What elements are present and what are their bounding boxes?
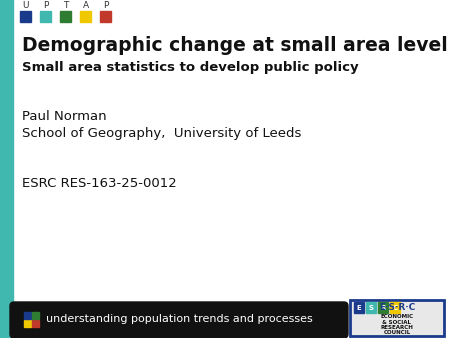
Bar: [354, 302, 364, 313]
Bar: [350, 300, 444, 336]
Text: Small area statistics to develop public policy: Small area statistics to develop public …: [22, 61, 359, 74]
Text: ECONOMIC: ECONOMIC: [380, 314, 414, 319]
Text: Paul Norman: Paul Norman: [22, 110, 107, 123]
Bar: [40, 11, 51, 22]
Bar: [24, 320, 31, 327]
FancyBboxPatch shape: [10, 302, 348, 338]
Bar: [20, 11, 31, 22]
Text: R: R: [380, 305, 386, 311]
Text: Demographic change at small area level: Demographic change at small area level: [22, 36, 448, 55]
Bar: [32, 312, 39, 319]
Bar: [390, 302, 400, 313]
Text: U: U: [22, 1, 29, 10]
Bar: [0, 0, 13, 338]
Bar: [60, 11, 71, 22]
Bar: [366, 302, 376, 313]
Text: P: P: [43, 1, 48, 10]
Bar: [24, 312, 31, 319]
Text: S: S: [369, 305, 373, 311]
Text: ESRC RES-163-25-0012: ESRC RES-163-25-0012: [22, 177, 177, 190]
Bar: [32, 320, 39, 327]
Text: & SOCIAL: & SOCIAL: [382, 319, 411, 324]
Text: understanding population trends and processes: understanding population trends and proc…: [46, 314, 313, 324]
Text: C: C: [392, 305, 397, 311]
Bar: [378, 302, 388, 313]
Text: E: E: [356, 305, 361, 311]
Text: School of Geography,  University of Leeds: School of Geography, University of Leeds: [22, 127, 302, 140]
Text: COUNCIL: COUNCIL: [383, 331, 410, 336]
Text: E·S·R·C: E·S·R·C: [379, 303, 415, 312]
Bar: [80, 11, 91, 22]
Text: P: P: [103, 1, 108, 10]
Bar: [100, 11, 111, 22]
Text: A: A: [82, 1, 89, 10]
Text: RESEARCH: RESEARCH: [381, 325, 414, 330]
Text: T: T: [63, 1, 68, 10]
